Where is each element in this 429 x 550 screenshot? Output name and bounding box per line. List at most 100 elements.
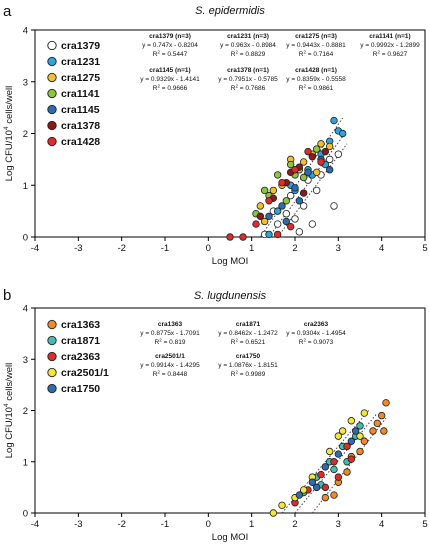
x-tick-label: -3: [74, 519, 82, 530]
legend-label: cra1750: [61, 383, 100, 395]
legend-marker: [47, 367, 57, 378]
panel-a: a S. epidermidis -4 -3 -2 -1 0 1 2 3 4 5 0 1 2 3 4 Log MO…: [3, 3, 428, 267]
data-point: [299, 158, 308, 166]
data-point: [330, 202, 338, 210]
y-tick-label: 1: [23, 457, 28, 468]
annotation-title: cra1428 (n=1): [295, 67, 337, 74]
data-point: [282, 197, 291, 205]
x-tick-label: 0: [206, 243, 211, 254]
data-point: [265, 197, 273, 205]
data-point: [356, 447, 364, 456]
legend-label: cra1145: [61, 104, 100, 116]
y-axis-label: Log CFU/104 cells/well: [3, 363, 15, 459]
annotation-title: cra1363: [158, 321, 183, 328]
legend-label: cra1363: [61, 319, 100, 331]
y-tick-label: 2: [23, 406, 28, 417]
data-point: [265, 212, 273, 220]
data-point: [317, 470, 325, 479]
legend-label: cra1428: [61, 136, 100, 148]
legend-label: cra2501/1: [61, 367, 109, 379]
y-tick-label: 4: [23, 26, 28, 37]
data-point: [286, 160, 295, 169]
series-cra1145: [265, 155, 334, 226]
chart-title: S. epidermidis: [195, 5, 265, 17]
annotation-title: cra1275 (n=3): [295, 33, 337, 40]
x-tick-label: 3: [336, 243, 341, 254]
x-axis-label: Log MOI: [212, 532, 248, 543]
data-point: [338, 129, 347, 138]
annotation-r2: R2 = 0.9989: [231, 370, 266, 379]
legend-marker: [47, 383, 57, 394]
y-tick-label: 2: [23, 129, 28, 140]
annotation-equation: y = 0.8462x - 1.2472: [218, 330, 278, 337]
data-point: [377, 411, 386, 420]
data-point: [360, 437, 369, 445]
annotation-r2: R2 = 0.5447: [153, 50, 188, 59]
annotation-equation: y = 0.9329x - 1.4141: [140, 76, 200, 83]
legend-label: cra1378: [61, 120, 100, 132]
annotation-r2: R2 = 0.7164: [299, 50, 334, 59]
data-point: [321, 463, 330, 471]
y-axis-label: Log CFU/104 cells/well: [3, 86, 15, 182]
annotation-title: cra1750: [236, 353, 261, 360]
data-point: [317, 140, 325, 148]
y-tick-label: 0: [23, 509, 28, 520]
annotation-r2: R2 = 0.819: [155, 338, 186, 347]
data-point: [273, 171, 282, 179]
annotation-equation: y = 0.8359x - 0.5558: [286, 76, 346, 83]
chart-title: S. lugdunensis: [194, 290, 267, 302]
data-point: [317, 158, 325, 166]
series-cra1363: [321, 399, 390, 502]
series-cra1750: [295, 427, 360, 499]
data-point: [278, 202, 286, 210]
data-point: [304, 147, 312, 156]
series-cra2363: [291, 442, 356, 507]
data-point: [373, 419, 382, 428]
legend-marker: [47, 104, 57, 115]
data-point: [334, 473, 343, 481]
legend-marker: [47, 120, 57, 131]
data-point: [325, 447, 334, 456]
data-point: [286, 191, 295, 200]
series-cra1428: [226, 147, 325, 241]
data-point: [312, 145, 321, 153]
annotation-r2: R2 = 0.9861: [299, 84, 334, 93]
x-tick-label: 2: [292, 519, 297, 530]
data-point: [273, 220, 282, 228]
data-point: [291, 184, 299, 192]
annotation-equation: y = 0.7951x - 0.5785: [218, 76, 278, 83]
data-point: [278, 501, 286, 510]
annotation-equation: y = 0.8775x - 1.7091: [140, 330, 200, 337]
x-tick-label: -1: [161, 243, 169, 254]
data-point: [321, 483, 330, 492]
series-cra1141: [252, 145, 321, 218]
legend-label: cra1275: [61, 72, 100, 84]
y-tick-label: 3: [23, 355, 28, 366]
annotation-equation: y = 0.9304x - 1.4954: [286, 330, 346, 337]
annotation-equation: y = 0.9914x - 1.4295: [140, 362, 200, 369]
x-tick-label: 1: [249, 519, 254, 530]
data-point: [226, 233, 234, 241]
data-point: [334, 450, 343, 458]
x-axis-label: Log MOI: [212, 256, 248, 267]
data-point: [269, 509, 278, 517]
annotation-title: cra1231 (n=3): [227, 33, 269, 40]
data-point: [256, 202, 265, 210]
data-point: [291, 166, 299, 174]
annotation-equation: y = 1.0876x - 1.8151: [218, 362, 278, 369]
legend-marker: [47, 88, 57, 99]
annotation-r2: R2 = 0.7686: [231, 84, 266, 93]
regression-line: [294, 412, 378, 514]
y-tick-label: 1: [23, 181, 28, 192]
x-tick-label: 3: [336, 519, 341, 530]
x-tick-label: 2: [292, 243, 297, 254]
data-point: [286, 222, 295, 231]
legend-marker: [47, 351, 57, 362]
data-point: [304, 168, 312, 177]
